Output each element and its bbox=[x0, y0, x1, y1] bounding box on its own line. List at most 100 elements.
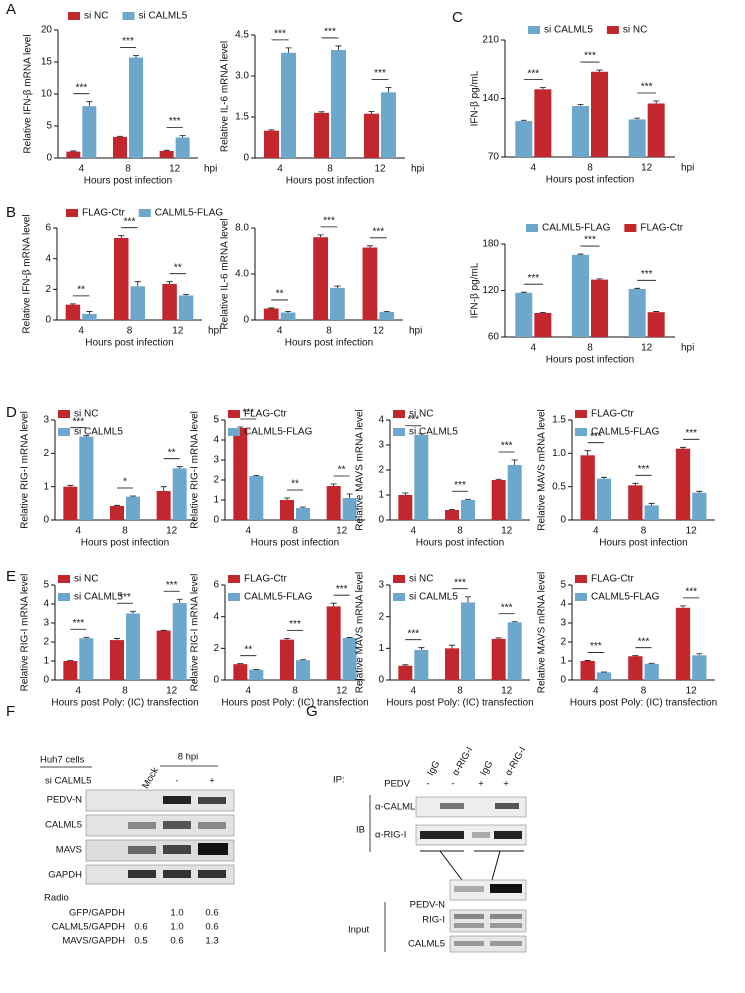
lane-label: - bbox=[175, 776, 178, 787]
bar bbox=[331, 50, 346, 158]
legend-label: si CALML5 bbox=[544, 25, 593, 36]
x-tick-label: 12 bbox=[166, 526, 178, 537]
x-tick-label: 4 bbox=[246, 526, 252, 537]
error-bar bbox=[117, 135, 123, 137]
error-bar bbox=[176, 466, 183, 469]
error-bar bbox=[495, 637, 502, 639]
bar bbox=[129, 57, 143, 158]
x-tick-label: 4 bbox=[246, 686, 252, 697]
x-tick-label: 12 bbox=[374, 164, 386, 175]
bar bbox=[647, 312, 665, 337]
sig-label: *** bbox=[75, 82, 87, 93]
error-bar bbox=[680, 446, 687, 449]
x-tick-label: 12 bbox=[501, 686, 513, 697]
ratio-label: CALML5/GAPDH bbox=[52, 922, 126, 933]
x-axis-label: Hours post infection bbox=[85, 338, 173, 349]
legend-swatch bbox=[575, 428, 587, 436]
legend-swatch bbox=[138, 209, 151, 217]
bar bbox=[580, 661, 595, 680]
x-tick-label: 4 bbox=[277, 164, 283, 175]
y-tick-label: 2 bbox=[378, 465, 384, 476]
error-bar bbox=[511, 459, 518, 465]
y-tick-label: 4 bbox=[378, 415, 384, 426]
x-tick-label: 12 bbox=[169, 164, 181, 175]
error-bar bbox=[284, 497, 290, 500]
error-bar bbox=[495, 478, 502, 480]
bar bbox=[126, 613, 140, 680]
bar bbox=[82, 106, 97, 158]
error-bar bbox=[680, 605, 687, 608]
y-tick-label: 3 bbox=[560, 618, 566, 629]
sig-label: * bbox=[123, 477, 127, 488]
y-tick-label: 5 bbox=[560, 580, 566, 591]
error-bar bbox=[577, 253, 584, 255]
sig-label: *** bbox=[584, 51, 596, 62]
y-axis-label: Relative RIG-I mRNA level bbox=[190, 411, 201, 529]
pedv-sign: - bbox=[451, 779, 454, 790]
error-bar bbox=[67, 484, 74, 487]
error-bar bbox=[134, 281, 141, 287]
sig-label: ** bbox=[338, 465, 346, 476]
sig-label: *** bbox=[119, 592, 131, 603]
band-label: CALML5 bbox=[45, 820, 82, 831]
legend-label: si NC bbox=[74, 409, 98, 420]
x-tick-label: 4 bbox=[531, 163, 537, 174]
bar bbox=[172, 468, 187, 520]
y-tick-label: 2 bbox=[43, 637, 49, 648]
pedv-label: PEDV bbox=[384, 779, 411, 790]
bar bbox=[692, 492, 707, 520]
lane-label: IgG bbox=[425, 759, 442, 778]
ratio-value: 0.6 bbox=[134, 922, 147, 933]
error-bar bbox=[584, 450, 591, 456]
y-axis-label: Relative RIG-I mRNA level bbox=[20, 411, 31, 529]
y-tick-label: 210 bbox=[482, 35, 499, 46]
error-bar bbox=[346, 493, 353, 498]
x-tick-label: 12 bbox=[686, 686, 698, 697]
error-bar bbox=[385, 87, 392, 93]
error-bar bbox=[653, 311, 660, 313]
error-bar bbox=[418, 647, 425, 650]
panel-label: C bbox=[452, 9, 463, 26]
y-tick-label: 70 bbox=[488, 152, 500, 163]
error-bar bbox=[133, 55, 139, 58]
y-tick-label: 180 bbox=[482, 239, 499, 250]
x-tick-label: 8 bbox=[587, 343, 593, 354]
legend-swatch bbox=[606, 26, 619, 34]
y-axis-label: Relative MAVS mRNA level bbox=[355, 572, 366, 694]
bar bbox=[628, 485, 643, 520]
legend-label: si NC bbox=[84, 11, 108, 22]
bar bbox=[65, 304, 81, 320]
bar bbox=[580, 455, 595, 520]
bar bbox=[280, 500, 294, 520]
y-tick-label: 3 bbox=[378, 580, 384, 591]
bar bbox=[692, 655, 707, 680]
legend-label: CALML5-FLAG bbox=[155, 208, 224, 219]
error-bar bbox=[69, 303, 76, 305]
legend-label: si NC bbox=[409, 574, 433, 585]
bar bbox=[280, 639, 294, 680]
y-tick-label: 5 bbox=[43, 580, 49, 591]
legend-label: FLAG-Ctr bbox=[591, 409, 634, 420]
bar bbox=[379, 311, 395, 320]
pedv-sign: + bbox=[478, 779, 484, 790]
x-tick-label: 8 bbox=[326, 326, 332, 337]
y-tick-label: 1 bbox=[43, 481, 49, 492]
legend-swatch bbox=[624, 224, 637, 232]
bar bbox=[110, 506, 124, 520]
lane-label: Mock bbox=[140, 765, 161, 790]
x-tick-label: 12 bbox=[166, 686, 178, 697]
ratio-value: 0.6 bbox=[205, 922, 218, 933]
x-tick-label: 8 bbox=[641, 526, 647, 537]
bar bbox=[130, 286, 145, 320]
sig-label: *** bbox=[169, 116, 181, 127]
legend-swatch bbox=[68, 12, 80, 20]
legend-label: si CALML5 bbox=[138, 11, 187, 22]
bar bbox=[591, 71, 608, 157]
legend-swatch bbox=[228, 593, 240, 601]
y-tick-label: 4 bbox=[213, 435, 219, 446]
error-bar bbox=[183, 293, 190, 296]
y-tick-label: 8.0 bbox=[235, 223, 249, 234]
